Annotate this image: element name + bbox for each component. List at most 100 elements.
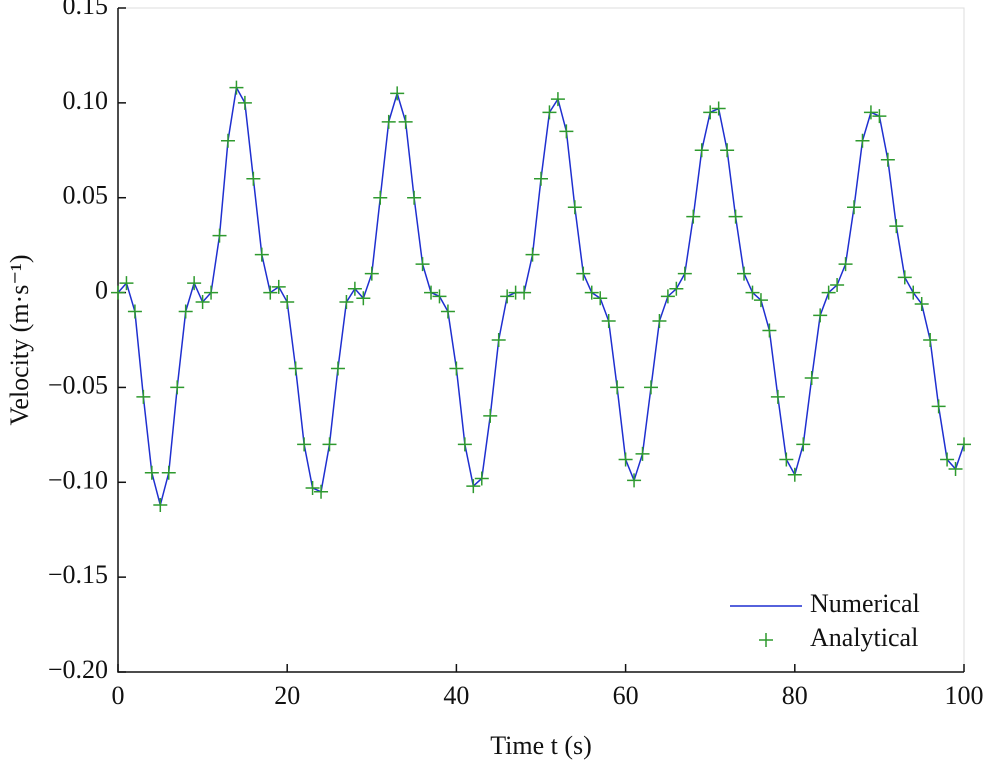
legend-marker [759,633,773,647]
analytical-marker [161,465,176,480]
analytical-marker [111,285,125,300]
analytical-marker [466,479,481,494]
y-tick-label: 0.15 [63,0,109,20]
x-tick-label: 100 [945,681,984,710]
analytical-marker [178,304,193,319]
analytical-marker [694,143,709,158]
analytical-marker [601,314,616,329]
numerical-line [117,85,965,509]
analytical-marker [432,289,447,304]
analytical-marker [229,80,244,95]
analytical-marker [652,314,667,329]
analytical-marker [204,285,219,300]
analytical-marker [127,304,142,319]
analytical-marker [889,219,904,234]
analytical-marker [940,452,955,467]
analytical-marker [762,323,777,338]
x-axis-label: Time t (s) [490,731,592,760]
y-tick-label: −0.15 [48,560,108,589]
analytical-marker [745,285,760,300]
analytical-marker [720,143,735,158]
analytical-marker [796,437,811,452]
analytical-marker [347,281,362,296]
analytical-marker [288,361,303,376]
analytical-marker [897,270,912,285]
analytical-marker [297,437,312,452]
analytical-marker [931,399,946,414]
analytical-marker [753,293,768,308]
analytical-marker [314,484,329,499]
x-tick-label: 60 [613,681,639,710]
analytical-marker [686,209,701,224]
analytical-marker [804,370,819,385]
x-tick-label: 0 [112,681,125,710]
analytical-marker [339,295,354,310]
analytical-marker [813,308,828,323]
analytical-marker [838,257,853,272]
analytical-marker [153,498,168,513]
analytical-marker [246,171,261,186]
analytical-marker [280,295,295,310]
analytical-marker [356,291,371,306]
analytical-marker [542,105,557,120]
analytical-marker [534,171,548,186]
analytical-marker [364,266,379,281]
y-tick-label: −0.10 [48,465,108,494]
analytical-marker [948,462,963,477]
y-tick-label: −0.20 [48,655,108,684]
y-tick-label: 0 [95,276,108,305]
analytical-marker [457,437,472,452]
analytical-marker [923,333,938,347]
analytical-marker [220,133,235,148]
analytical-marker [863,105,878,120]
analytical-marker [483,408,498,423]
analytical-marker [195,295,210,310]
analytical-marker [237,95,252,110]
analytical-marker [821,285,836,300]
y-tick-label: −0.05 [48,370,108,399]
analytical-marker [677,266,692,281]
y-axis-label: Velocity (m·s⁻¹) [5,255,34,426]
x-tick-label: 40 [443,681,469,710]
analytical-marker [474,471,489,486]
analytical-marker [550,92,565,107]
analytical-marker [449,361,464,376]
analytical-marker [770,389,785,404]
analytical-marker [584,285,599,300]
analytical-marker [390,86,405,101]
analytical-marker [170,380,185,395]
analytical-marker [381,114,396,129]
analytical-marker [847,200,862,215]
analytical-marker [669,281,684,296]
analytical-marker [415,257,430,272]
analytical-marker [119,276,134,291]
legend-label: Numerical [810,589,920,618]
analytical-marker [593,291,608,306]
analytical-marker [830,277,845,292]
analytical-marker [187,276,202,291]
analytical-marker [212,228,227,243]
analytical-marker [618,452,633,467]
analytical-marker [610,380,625,395]
analytical-marker [914,296,929,311]
analytical-marker [660,289,675,304]
analytical-marker [398,114,413,129]
analytical-marker [872,109,887,124]
analytical-marker [424,285,439,300]
analytical-marker [567,200,582,215]
analytical-marker [440,304,455,319]
y-tick-label: 0.05 [63,181,109,210]
analytical-marker [559,124,574,139]
x-tick-label: 80 [782,681,808,710]
analytical-marker [957,437,971,452]
analytical-marker [855,133,870,148]
analytical-marker [271,279,286,294]
analytical-marker [779,452,794,467]
analytical-marker [576,266,591,281]
analytical-marker [635,446,650,461]
analytical-marker [737,266,752,281]
analytical-marker [627,473,642,488]
analytical-marker [491,333,506,347]
analytical-marker [500,289,515,304]
